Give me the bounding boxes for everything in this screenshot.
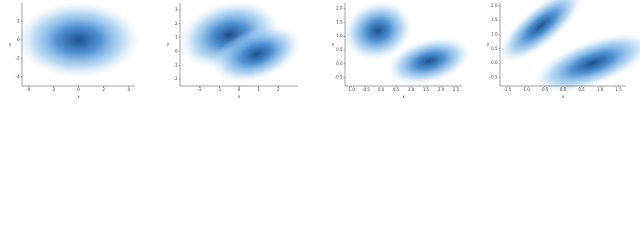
x-tick-label: -1.0 [347, 87, 355, 92]
x-tick-label: -4 [26, 87, 30, 92]
x-tick-label: 0.5 [578, 87, 585, 92]
axes-frame [344, 3, 462, 87]
x-tick-label: 0.0 [560, 87, 567, 92]
y-tick-label: 1 [175, 35, 178, 40]
panel: -1.5 -1.0 -0.5 0.0 0.5 1.0 1.5 -0.5 0.0 0.5 1.0 1.5… [487, 0, 640, 99]
y-tick-label: -2 [16, 55, 20, 60]
x-tick-label: -0.5 [362, 87, 370, 92]
density-blob [498, 0, 584, 63]
y-tick-label: 1.0 [336, 33, 343, 38]
x-tick-label: -1 [217, 87, 221, 92]
y-tick-label: 0 [175, 48, 178, 53]
x-tick-label: 2.5 [453, 87, 460, 92]
y-tick-label: 0.0 [491, 60, 498, 65]
x-tick-label: 1 [257, 87, 260, 92]
density-blob [212, 25, 301, 83]
x-tick-label: 2 [102, 87, 105, 92]
y-tick-label: -0.5 [490, 74, 498, 79]
x-tick-label: -0.5 [541, 87, 549, 92]
y-tick-label: 1.5 [491, 17, 498, 22]
x-tick-label: -2 [51, 87, 55, 92]
panel: -1.0 -0.5 0.0 0.5 1.0 1.5 2.0 2.5 -0.5 0.0 0.5 1.0 1… [332, 1, 471, 99]
x-tick-label: -1.0 [522, 87, 530, 92]
x-tick-label: 2.0 [438, 87, 445, 92]
x-tick-label: 1.0 [597, 87, 604, 92]
x-axis-label: x [238, 94, 241, 99]
x-tick-label: 1.5 [423, 87, 430, 92]
x-axis-label: x [77, 94, 80, 99]
panel: -4 -2 0 2 4 -4 -2 0 2 x y [9, 1, 141, 99]
density-blob [387, 37, 471, 85]
axes-frame [499, 3, 626, 87]
x-tick-label: 2 [277, 87, 280, 92]
density-blob [343, 1, 413, 61]
figure: -4 -2 0 2 4 -4 -2 0 2 x y -2 -1 0 1 2 -2 -1 0 1 2 3 x y -1.0 -0.5… [9, 0, 640, 99]
density-blob [533, 33, 640, 94]
y-tick-label: -0.5 [335, 75, 343, 80]
y-tick-label: 0.5 [491, 46, 498, 51]
y-tick-label: -2 [174, 76, 178, 81]
density-blob [16, 1, 141, 79]
x-tick-label: 0.5 [393, 87, 400, 92]
y-tick-label: 2 [17, 18, 20, 23]
y-axis-label: y [487, 42, 490, 47]
y-tick-label: 3 [175, 7, 178, 12]
x-axis-label: x [402, 94, 405, 99]
x-tick-label: 1.0 [408, 87, 415, 92]
y-tick-label: 1.5 [336, 19, 343, 24]
x-tick-label: 0 [238, 87, 241, 92]
y-tick-label: 1.0 [491, 31, 498, 36]
y-tick-label: 0 [17, 37, 20, 42]
y-tick-label: 0.0 [336, 61, 343, 66]
y-axis-label: y [167, 42, 170, 47]
y-tick-label: -1 [174, 62, 178, 67]
y-axis-label: y [332, 42, 335, 47]
x-tick-label: 4 [127, 87, 130, 92]
axes-frame [21, 3, 135, 87]
y-tick-label: 2 [175, 21, 178, 26]
x-tick-label: 1.5 [615, 87, 622, 92]
y-tick-label: -4 [16, 74, 20, 79]
y-axis-label: y [9, 42, 12, 47]
panel: -2 -1 0 1 2 -2 -1 0 1 2 3 x y [167, 0, 301, 99]
x-tick-label: 0 [77, 87, 80, 92]
x-tick-label: -2 [198, 87, 202, 92]
y-tick-label: 2.0 [336, 6, 343, 11]
x-tick-label: -1.5 [504, 87, 512, 92]
x-tick-label: 0.0 [378, 87, 385, 92]
x-axis-label: x [562, 94, 565, 99]
y-tick-label: 0.5 [336, 47, 343, 52]
y-tick-label: 2.0 [491, 3, 498, 8]
